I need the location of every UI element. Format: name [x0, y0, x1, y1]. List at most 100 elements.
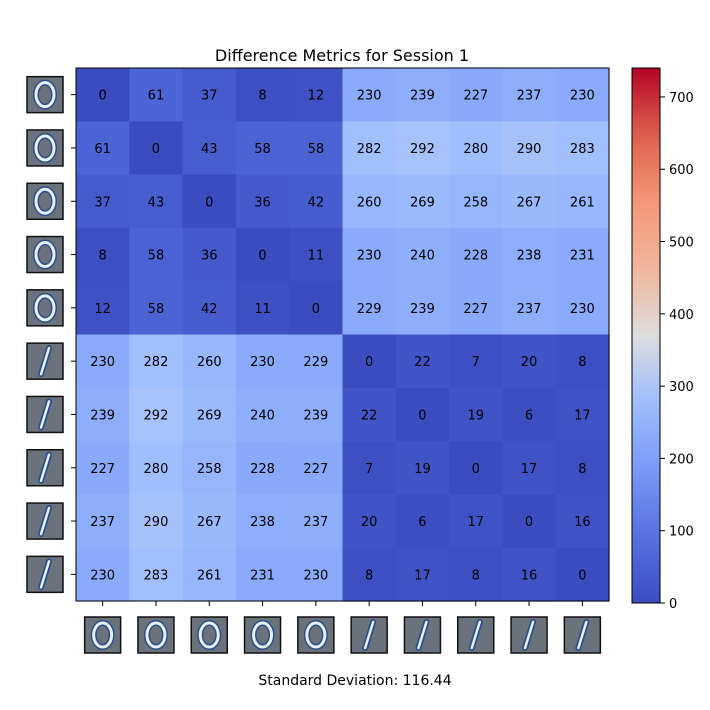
digit-zero-thumbnail: [26, 75, 64, 114]
heatmap-cell: [342, 174, 397, 229]
heatmap-cell: [555, 174, 610, 229]
heatmap-cell: [235, 68, 290, 122]
cell-value-label: 229: [357, 302, 382, 317]
heatmap-cell: [182, 387, 237, 442]
cell-value-label: 12: [94, 302, 111, 317]
heatmap-cell: [395, 281, 450, 336]
heatmap-cell: [289, 547, 344, 602]
cell-value-label: 0: [205, 195, 213, 210]
colorbar-tick-label: 0: [669, 597, 677, 612]
digit-zero-thumbnail: [137, 616, 175, 654]
heatmap-cell: [289, 387, 344, 442]
cell-value-label: 267: [197, 515, 222, 530]
heatmap-cell: [502, 494, 557, 549]
cell-value-label: 292: [144, 408, 169, 423]
heatmap-cell: [289, 334, 344, 389]
digit-zero-thumbnail: [243, 616, 282, 654]
cell-value-label: 261: [570, 195, 595, 210]
heatmap-cell: [395, 547, 450, 602]
digit-one-thumbnail: [26, 502, 64, 540]
cell-value-label: 0: [365, 355, 373, 370]
cell-value-label: 17: [574, 408, 591, 423]
cell-value-label: 227: [463, 89, 488, 104]
cell-value-label: 20: [361, 515, 378, 530]
cell-value-label: 0: [472, 462, 480, 477]
cell-value-label: 238: [250, 515, 275, 530]
digit-zero-thumbnail: [83, 616, 122, 654]
heatmap-cell: [342, 68, 397, 122]
heatmap-cell: [182, 68, 237, 122]
heatmap-cell: [502, 334, 557, 389]
cell-value-label: 36: [201, 249, 218, 264]
heatmap-cell: [395, 174, 450, 229]
heatmap-cell: [235, 494, 290, 549]
cell-value-label: 11: [254, 302, 271, 317]
digit-zero-thumbnail: [26, 289, 64, 327]
cell-value-label: 283: [570, 142, 595, 157]
heatmap-cell: [129, 68, 184, 122]
heatmap-cell: [76, 227, 130, 282]
heatmap-cell: [395, 334, 450, 389]
cell-value-label: 8: [258, 89, 266, 104]
digit-one-thumbnail: [563, 616, 602, 654]
cell-value-label: 0: [152, 142, 160, 157]
heatmap-cell: [449, 387, 503, 442]
heatmap-cell: [342, 334, 397, 389]
heatmap-cell: [129, 334, 184, 389]
heatmap-cell: [555, 281, 610, 336]
colorbar-tick-label: 300: [669, 380, 694, 395]
cell-value-label: 290: [144, 515, 169, 530]
heatmap-cell: [76, 281, 130, 336]
cell-value-label: 261: [197, 568, 222, 583]
cell-value-label: 283: [144, 568, 169, 583]
cell-value-label: 230: [570, 302, 595, 317]
cell-value-label: 6: [525, 408, 533, 423]
digit-one-thumbnail: [510, 616, 548, 654]
heatmap-cell: [555, 68, 610, 122]
heatmap-cell: [76, 121, 130, 176]
heatmap-cell: [235, 547, 290, 602]
heatmap-cell: [449, 68, 503, 122]
cell-value-label: 238: [517, 249, 542, 264]
cell-value-label: 269: [410, 195, 435, 210]
heatmap-cell: [182, 227, 237, 282]
cell-value-label: 230: [90, 355, 115, 370]
cell-value-label: 42: [201, 302, 218, 317]
colorbar-gradient: [631, 67, 661, 604]
heatmap-cell: [395, 387, 450, 442]
cell-value-label: 230: [90, 568, 115, 583]
heatmap-cell: [502, 227, 557, 282]
cell-value-label: 258: [463, 195, 488, 210]
cell-value-label: 61: [94, 142, 111, 157]
cell-value-label: 8: [578, 355, 586, 370]
cell-value-label: 237: [90, 515, 115, 530]
cell-value-label: 227: [90, 462, 115, 477]
cell-value-label: 292: [410, 142, 435, 157]
colorbar-tick-label: 600: [669, 163, 694, 178]
heatmap-cell: [449, 281, 503, 336]
cell-value-label: 8: [578, 462, 586, 477]
cell-value-label: 7: [365, 462, 373, 477]
heatmap-cell: [235, 227, 290, 282]
digit-one-thumbnail: [457, 616, 495, 654]
chart-title: Difference Metrics for Session 1: [215, 46, 469, 65]
heatmap-cell: [129, 281, 184, 336]
heatmap-cell: [342, 227, 397, 282]
cell-value-label: 240: [250, 408, 275, 423]
cell-value-label: 237: [517, 89, 542, 104]
heatmap-cell: [449, 174, 503, 229]
cell-value-label: 240: [410, 249, 435, 264]
heatmap-cell: [555, 227, 610, 282]
cell-value-label: 258: [197, 462, 222, 477]
digit-zero-thumbnail: [26, 129, 64, 167]
digit-zero-thumbnail: [26, 182, 64, 220]
heatmap-cell: [129, 174, 184, 229]
heatmap-cell: [129, 441, 184, 495]
cell-value-label: 230: [303, 568, 328, 583]
heatmap-cell: [502, 441, 557, 495]
cell-value-label: 280: [144, 462, 169, 477]
digit-one-thumbnail: [26, 449, 64, 487]
heatmap-cell: [449, 494, 503, 549]
cell-value-label: 17: [414, 568, 431, 583]
